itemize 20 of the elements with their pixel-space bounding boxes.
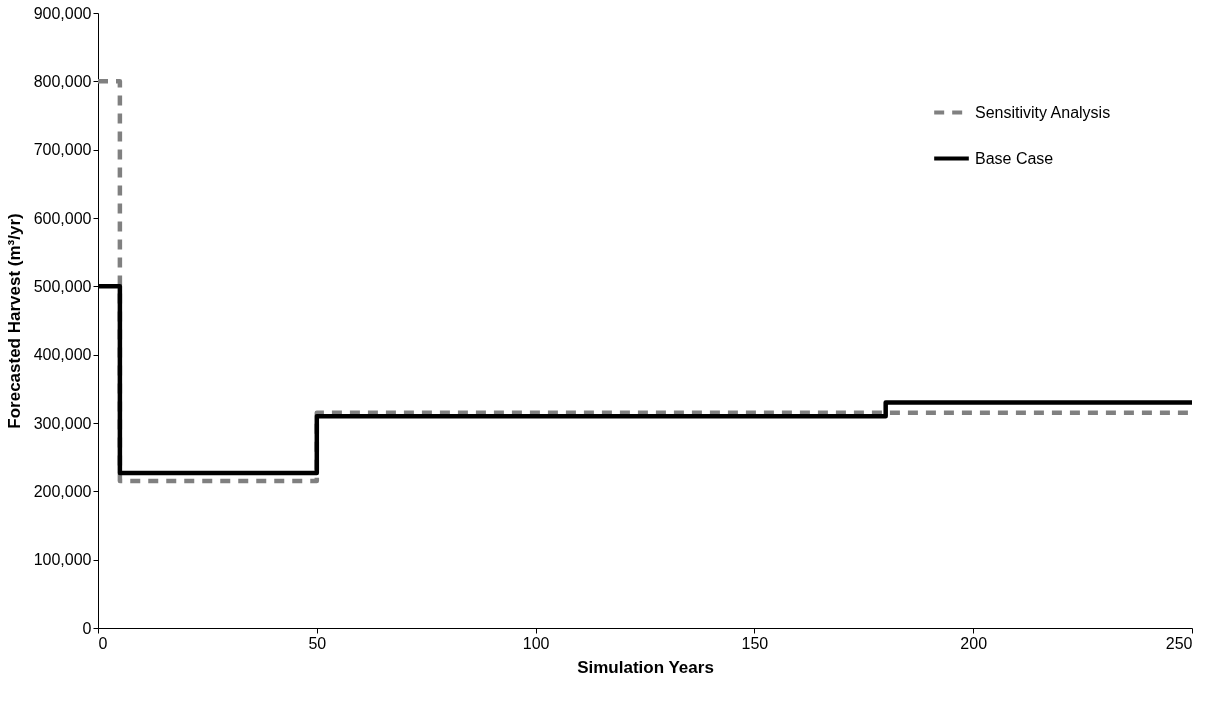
legend-label: Base Case (975, 149, 1054, 167)
y-tick-label: 200,000 (33, 482, 92, 500)
y-tick-label: 800,000 (33, 72, 92, 90)
y-tick-label: 600,000 (33, 209, 92, 227)
y-tick-label: 400,000 (33, 346, 92, 364)
x-tick-label: 150 (741, 634, 769, 652)
y-tick-label: 500,000 (33, 277, 92, 295)
x-tick-label: 250 (1165, 634, 1193, 652)
x-tick-label: 200 (960, 634, 988, 652)
y-tick-label: 0 (82, 619, 92, 637)
x-tick-label: 0 (98, 634, 108, 652)
legend-label: Sensitivity Analysis (975, 103, 1111, 121)
y-tick-label: 300,000 (33, 414, 92, 432)
x-axis-title: Simulation Years (577, 657, 714, 677)
x-tick-label: 50 (308, 634, 327, 652)
y-tick-label: 700,000 (33, 141, 92, 159)
x-tick-label: 100 (522, 634, 550, 652)
y-tick-label: 900,000 (33, 4, 92, 22)
y-tick-label: 100,000 (33, 551, 92, 569)
y-axis-title: Forecasted Harvest (m³/yr) (4, 213, 24, 429)
